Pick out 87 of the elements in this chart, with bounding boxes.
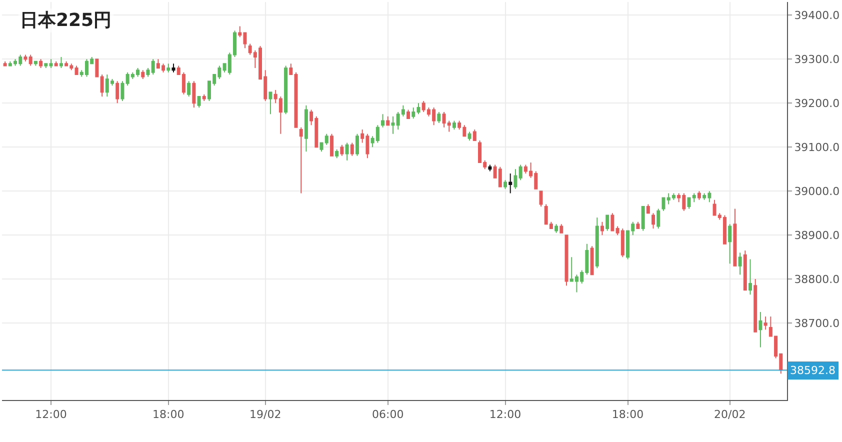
candlestick [284,65,288,115]
candlestick [146,67,150,78]
candlestick [518,164,522,181]
candlestick [340,144,344,156]
candlestick [49,58,53,68]
candlestick [636,221,640,229]
candlestick [197,96,201,108]
candlestick [166,63,170,73]
y-tick-label: 39000.0 [794,184,840,198]
candlestick [610,212,614,232]
candlestick [590,246,594,276]
candlestick [554,224,558,234]
candlestick [299,126,303,194]
candlestick [330,133,334,156]
candlestick [24,54,28,62]
ref-line-label: 38592.8 [790,364,836,377]
y-tick-label: 39200.0 [794,97,840,110]
candlestick [652,212,656,229]
candlestick [54,60,58,66]
candlestick [641,206,645,232]
candlestick [595,216,599,269]
candlestick [738,252,742,276]
candlestick [539,190,543,207]
candlestick [3,60,7,66]
candlestick [472,129,476,142]
candlestick [452,120,456,130]
y-tick-label: 38900.0 [794,228,840,242]
candlestick [192,80,196,108]
candlestick [59,56,63,68]
candlestick [504,180,508,190]
candlestick [39,58,43,68]
x-tick-label: 19/02 [250,408,282,422]
candlestick [345,142,349,161]
candlestick [187,80,191,98]
candlestick [514,168,518,190]
candlestick [733,208,737,266]
candlestick [268,92,272,115]
candlestick [488,164,492,172]
candlestick [606,214,610,232]
x-tick-label: 18:00 [152,408,184,422]
candlestick [754,278,758,332]
candlestick [350,142,354,156]
candlestick [141,70,145,80]
candlestick [600,221,604,236]
candlestick [355,133,359,156]
candlestick [728,224,732,264]
y-tick-label: 38700.0 [794,316,840,330]
x-tick-label: 06:00 [372,408,404,422]
candlestick [656,208,660,229]
x-tick-label: 12:00 [489,408,522,422]
candlestick [304,104,308,152]
candlestick [391,116,395,134]
text: 日本225円 [20,10,112,31]
candlestick [406,109,410,120]
x-tick-label: 20/02 [714,408,746,422]
y-tick-label: 39300.0 [794,53,840,66]
candlestick [437,111,441,124]
candlestick [697,190,701,200]
candlestick [646,204,650,214]
candlestick [44,63,48,68]
candlestick [335,148,339,159]
candlestick [151,58,155,76]
candlestick [116,80,120,104]
candlestick [508,173,512,194]
candlestick [172,63,176,73]
candlestick [100,74,104,98]
candlestick [758,312,762,348]
candlestick [381,114,385,128]
candlestick [468,131,472,142]
candlestick [386,116,390,126]
y-tick-label: 39100.0 [794,140,840,154]
x-tick-label: 18:00 [612,408,644,422]
candlestick [95,58,99,78]
candlestick [743,250,747,291]
candlestick [74,65,78,76]
candlestick [564,234,568,286]
candlestick [202,94,206,102]
candlestick [662,197,666,212]
candlestick [748,258,752,295]
candlestick [764,316,768,330]
candlestick [34,60,38,66]
y-tick-label: 38800.0 [794,272,840,286]
candlestick [560,224,564,234]
x-tick-label: 12:00 [35,408,67,422]
candlestick [28,54,32,66]
y-tick-label: 39400.0 [794,9,840,22]
candlestick [120,80,124,102]
